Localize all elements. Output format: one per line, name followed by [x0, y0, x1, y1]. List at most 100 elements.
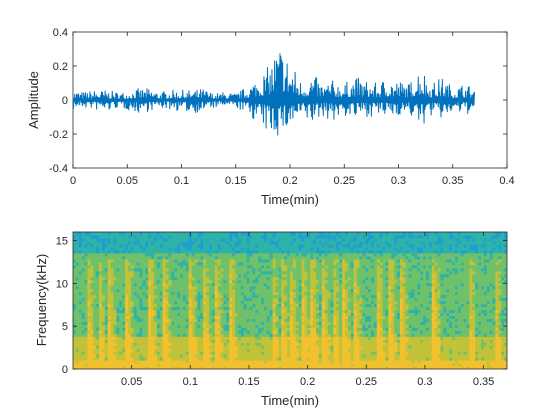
spectrogram-cell	[284, 240, 288, 245]
spectrogram-cell	[287, 255, 291, 260]
spectrogram-cell	[339, 252, 343, 257]
spectrogram-cell	[104, 336, 109, 340]
spectrogram-cell	[281, 261, 285, 266]
spectrogram-cell	[255, 315, 259, 319]
spectrogram-cell	[197, 285, 201, 290]
spectrogram-cell	[368, 309, 372, 314]
spectrogram-cell	[342, 360, 346, 364]
spectrogram-cell	[168, 288, 172, 293]
spectrogram-cell	[133, 279, 138, 284]
spectrogram-cell	[307, 255, 311, 260]
spectrogram-cell	[145, 360, 149, 364]
spectrogram-cell	[344, 306, 349, 311]
spectrogram-cell	[208, 339, 213, 343]
spectrogram-cell	[310, 309, 314, 314]
spectrogram-cell	[229, 321, 233, 325]
spectrogram-cell	[278, 237, 282, 242]
spectrogram-cell	[324, 351, 329, 355]
spectrogram-cell	[304, 258, 308, 263]
spectrogram-cell	[269, 267, 274, 272]
spectrogram-cell	[284, 354, 288, 358]
spectrogram-cell	[240, 291, 245, 296]
spectrogram-cell	[321, 360, 326, 364]
spectrogram-cell	[208, 252, 213, 257]
spectrogram-cell	[127, 237, 132, 242]
spectrogram-cell	[148, 333, 152, 337]
spectrogram-cell	[188, 255, 193, 260]
spectrogram-cell	[243, 232, 248, 236]
spectrogram-cell	[171, 309, 175, 314]
spectrogram-cell	[127, 330, 132, 334]
spectrogram-cell	[165, 282, 170, 287]
spectrogram-cell	[255, 318, 259, 322]
spectrogram-cell	[333, 333, 337, 337]
spectrogram-cell	[162, 330, 167, 334]
spectrogram-cell	[266, 267, 271, 272]
spectrogram-cell	[249, 252, 253, 257]
spectrogram-cell	[379, 282, 384, 287]
spectrogram-cell	[145, 345, 149, 349]
spectrogram-cell	[261, 348, 265, 352]
spectrogram-cell	[203, 261, 207, 266]
spectrogram-cell	[336, 354, 340, 358]
spectrogram-cell	[327, 306, 332, 311]
spectrogram-cell	[156, 360, 161, 364]
spectrogram-cell	[298, 309, 303, 314]
spectrogram-cell	[292, 300, 297, 305]
spectrogram-cell	[318, 312, 323, 316]
spectrogram-cell	[310, 312, 314, 316]
spectrogram-cell	[75, 309, 80, 314]
spectrogram-cell	[78, 234, 83, 239]
spectrogram-cell	[304, 315, 308, 319]
spectrogram-cell	[133, 339, 138, 343]
spectrogram-cell	[110, 360, 115, 364]
spectrogram-cell	[342, 243, 346, 248]
spectrogram-cell	[376, 270, 381, 275]
spectrogram-cell	[373, 330, 378, 334]
spectrogram-cell	[359, 270, 363, 275]
spectrogram-cell	[307, 300, 311, 305]
spectrogram-cell	[318, 315, 323, 319]
spectrogram-cell	[272, 303, 277, 308]
spectrogram-cell	[269, 237, 274, 242]
spectrogram-cell	[194, 234, 199, 239]
spectrogram-cell	[151, 315, 155, 319]
spectrogram-cell	[269, 330, 274, 334]
spectrogram-cell	[342, 267, 346, 272]
spectrogram-cell	[281, 267, 285, 272]
spectrogram-cell	[113, 360, 117, 364]
spectrogram-cell	[93, 345, 97, 349]
spectrogram-cell	[284, 276, 288, 281]
spectrogram-cell	[278, 354, 282, 358]
spectrogram-cell	[342, 357, 346, 361]
spectrogram-cell	[208, 366, 213, 369]
spectrogram-cell	[96, 285, 100, 290]
spectrogram-cell	[182, 261, 187, 266]
spectrogram-cell	[255, 333, 259, 337]
spectrogram-cell	[125, 345, 129, 349]
spectrogram-cell	[220, 327, 225, 331]
spectrogram-cell	[162, 249, 167, 254]
spectrogram-cell	[298, 270, 303, 275]
spectrogram-cell	[373, 300, 378, 305]
spectrogram-cell	[313, 276, 317, 281]
spectrogram-cell	[145, 234, 149, 239]
spectrogram-cell	[342, 240, 346, 245]
spectrogram-cell	[255, 276, 259, 281]
spectrogram-cell	[145, 324, 149, 328]
spectrogram-cell	[350, 363, 355, 367]
spectrogram-cell	[275, 237, 280, 242]
spectrogram-cell	[240, 345, 245, 349]
spectrogram-cell	[110, 279, 115, 284]
spectrogram-cell	[353, 258, 358, 263]
spectrogram-cell	[350, 297, 355, 302]
spectrogram-cell	[292, 315, 297, 319]
spectrogram-cell	[350, 318, 355, 322]
spectrogram-cell	[220, 318, 225, 322]
spectrogram-cell	[278, 303, 282, 308]
spectrogram-cell	[263, 318, 268, 322]
spectrogram-cell	[371, 279, 375, 284]
spectrogram-cell	[371, 294, 375, 299]
spectrogram-cell	[365, 285, 369, 290]
spectrogram-cell	[295, 285, 300, 290]
